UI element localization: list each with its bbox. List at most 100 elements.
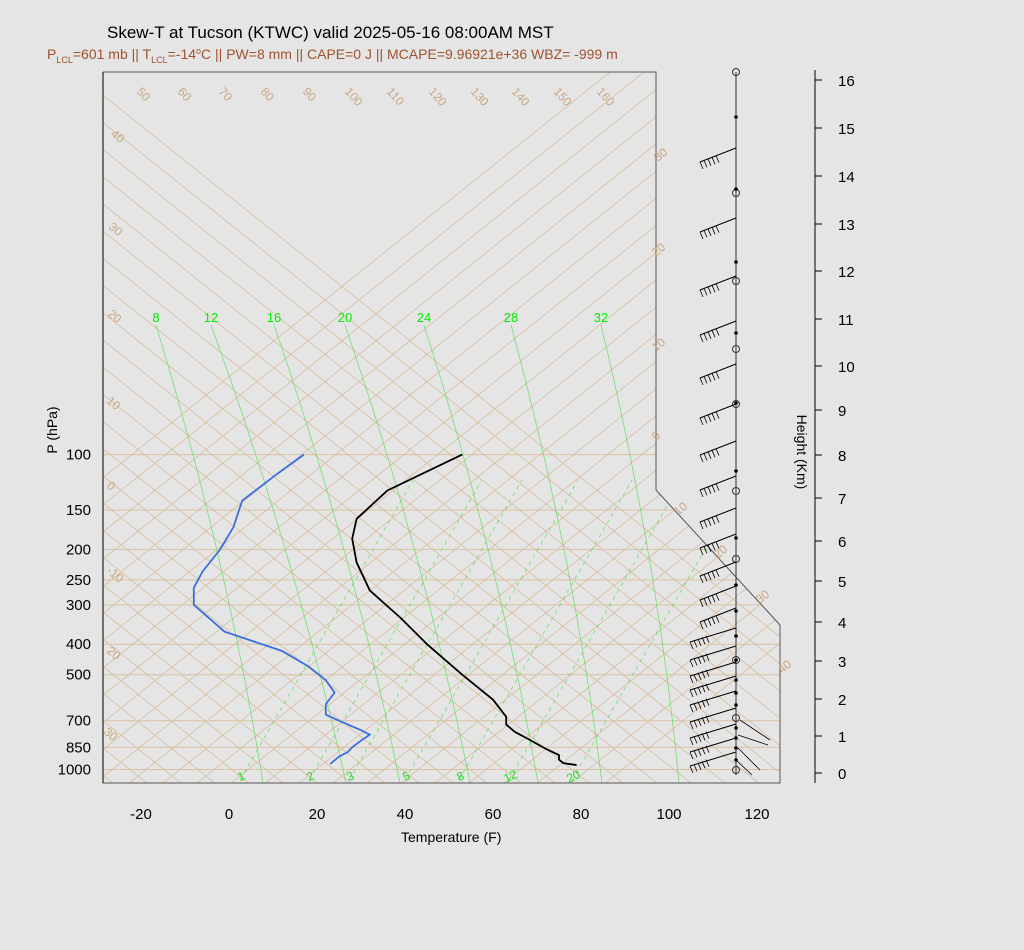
wind-barb-shaft <box>699 147 737 163</box>
x-tick-label: 20 <box>309 806 326 823</box>
wind-barb-shaft <box>699 561 737 577</box>
wind-barb-flag <box>697 748 702 756</box>
wind-barb-flag <box>711 413 716 421</box>
isotherm-line <box>413 72 780 783</box>
isotherm-label-left: 40 <box>108 127 127 147</box>
wind-barb-flag <box>707 544 712 552</box>
wind-barb-flag <box>715 448 720 456</box>
wind-barb-flag <box>703 546 708 554</box>
wind-barb-shaft <box>699 217 737 233</box>
wind-barb-flag <box>707 518 712 526</box>
wind-barb-flag <box>705 759 710 767</box>
wind-barb-flag <box>715 371 720 379</box>
wind-barb-flag <box>699 547 704 556</box>
wind-barb-flag <box>703 288 708 296</box>
adiabat-label: 120 <box>426 85 450 109</box>
wind-barb-shaft <box>699 363 737 379</box>
mixing-ratio-top-label: 12 <box>204 310 218 325</box>
wind-barb-flag <box>711 285 716 293</box>
wind-barb-flag <box>705 653 710 661</box>
wind-barb-flag <box>711 450 716 458</box>
wind-barb-shaft <box>699 585 737 601</box>
wind-barb-flag <box>693 736 698 744</box>
mixing-ratio-dashed <box>508 479 683 781</box>
chart-series <box>192 453 577 766</box>
isotherm-line <box>103 72 780 783</box>
mixing-ratio-top-label: 32 <box>594 310 608 325</box>
wind-barb-flag <box>705 715 710 723</box>
isotherm-label-left: 10 <box>104 394 123 414</box>
mixing-ratio-curve <box>600 324 680 783</box>
mixing-ratio-curve <box>273 324 401 783</box>
wind-barb-flag <box>705 683 710 691</box>
height-tick-label: 15 <box>838 121 855 138</box>
chart-subtitle: PLCL=601 mb || TLCL=-14oC || PW=8 mm || … <box>47 46 618 65</box>
wind-barb-flag <box>707 414 712 422</box>
wind-barb-shaft <box>699 403 737 419</box>
height-tick-label: 1 <box>838 729 846 746</box>
wind-barb-flag <box>697 718 702 726</box>
y-tick-label: 1000 <box>58 762 91 779</box>
wind-level-dot <box>734 726 738 730</box>
height-tick-label: 11 <box>838 312 854 329</box>
isotherm-label-left: 20 <box>104 644 123 664</box>
wind-barb-flag <box>703 416 708 424</box>
wind-level-dot <box>734 691 738 695</box>
wind-level-dot <box>734 260 738 264</box>
dry-adiabat-line <box>103 72 407 783</box>
isotherm-line <box>141 72 780 783</box>
wind-barb-flag <box>715 615 720 623</box>
mixing-ratio-top-label: 16 <box>267 310 281 325</box>
wind-barb-flag <box>689 704 694 713</box>
isotherm-line <box>103 72 780 783</box>
isotherm-line <box>277 72 780 783</box>
wind-level-dot <box>734 746 738 750</box>
wind-barbs <box>689 68 771 776</box>
wind-barb-flag <box>707 618 712 626</box>
dry-adiabat-line <box>103 72 780 783</box>
wind-barb-flag <box>701 637 706 645</box>
height-tick-label: 3 <box>838 654 846 671</box>
wind-barb-flag <box>699 377 704 386</box>
wind-level-circle <box>732 277 740 285</box>
wind-barb-flag <box>711 595 716 603</box>
wind-barb-shaft <box>689 690 737 706</box>
wind-barb-flag <box>701 761 706 769</box>
wind-barb-flag <box>705 731 710 739</box>
height-tick-label: 4 <box>838 615 846 632</box>
wind-barb-flag <box>693 658 698 666</box>
wind-barb-shaft <box>689 707 737 723</box>
adiabat-label: 160 <box>594 85 618 109</box>
adiabat-label: 50 <box>134 85 154 105</box>
x-tick-label: 60 <box>485 806 502 823</box>
wind-barb-flag <box>689 659 694 668</box>
y-tick-label: 400 <box>66 636 91 653</box>
dry-adiabat-line <box>103 72 780 783</box>
height-axis-label: Height (Km) <box>794 415 810 490</box>
wind-level-circle <box>732 68 740 76</box>
wind-barb-flag <box>711 157 716 165</box>
height-tick-label: 6 <box>838 534 846 551</box>
wind-level-dot <box>734 187 738 191</box>
wind-barb-shaft <box>699 320 737 336</box>
dry-adiabat-line <box>103 72 373 783</box>
x-tick-label: 0 <box>225 806 233 823</box>
isotherm-line <box>103 72 780 783</box>
wind-barb-flag <box>699 599 704 608</box>
mixing-ratio-curve <box>344 324 471 783</box>
y-tick-label: 200 <box>66 541 91 558</box>
dry-adiabat-line <box>103 72 780 783</box>
wind-barb-shaft <box>699 440 737 456</box>
wind-level-circle <box>732 345 740 353</box>
wind-barb-flag <box>711 517 716 525</box>
dry-adiabat-line <box>103 72 339 783</box>
height-tick-label: 10 <box>838 359 855 376</box>
wind-barb-flag <box>697 656 702 664</box>
wind-barb-flag <box>705 635 710 643</box>
wind-barb-flag <box>693 640 698 648</box>
wind-barb-flag <box>703 620 708 628</box>
wind-barb-flag <box>715 328 720 336</box>
wind-barb-flag <box>715 483 720 491</box>
